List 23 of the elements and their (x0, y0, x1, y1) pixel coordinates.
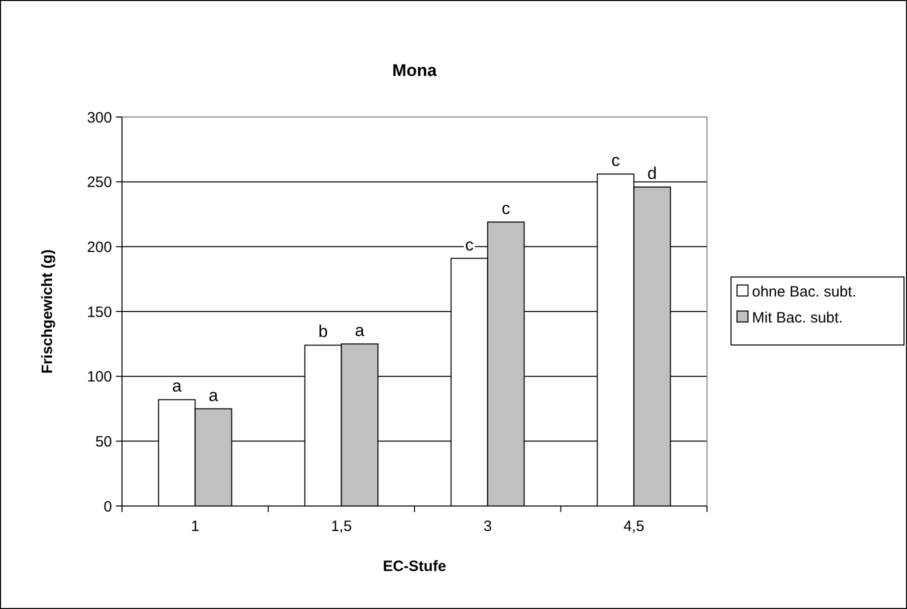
y-tick-label: 150 (86, 304, 112, 321)
annotation: b (318, 322, 328, 342)
y-tick-label: 300 (86, 109, 112, 126)
annotation: d (647, 164, 657, 184)
x-tick-label: 1 (190, 518, 200, 535)
x-axis-title: EC-Stufe (382, 558, 446, 575)
annotation: a (208, 386, 219, 405)
annotation: a (172, 376, 182, 396)
y-tick-label: 100 (86, 368, 112, 386)
x-tick-label: 3 (483, 518, 492, 535)
x-tick-label: 4,5 (623, 518, 644, 535)
y-tick-label: 200 (86, 238, 112, 256)
annotation: c (502, 199, 511, 218)
x-tick-label: 1,5 (330, 518, 352, 535)
y-tick-label: 0 (104, 498, 112, 516)
annotation: a (354, 320, 365, 340)
chart-title: Mona (392, 61, 438, 80)
legend-label: Mit Bac. subt. (752, 309, 843, 326)
y-tick-label: 250 (86, 174, 112, 192)
legend-label: ohne Bac. subt. (752, 283, 856, 300)
y-axis-title: Frischgewicht (g) (39, 249, 56, 374)
y-tick-label: 50 (95, 433, 112, 450)
annotation: c (611, 151, 620, 170)
